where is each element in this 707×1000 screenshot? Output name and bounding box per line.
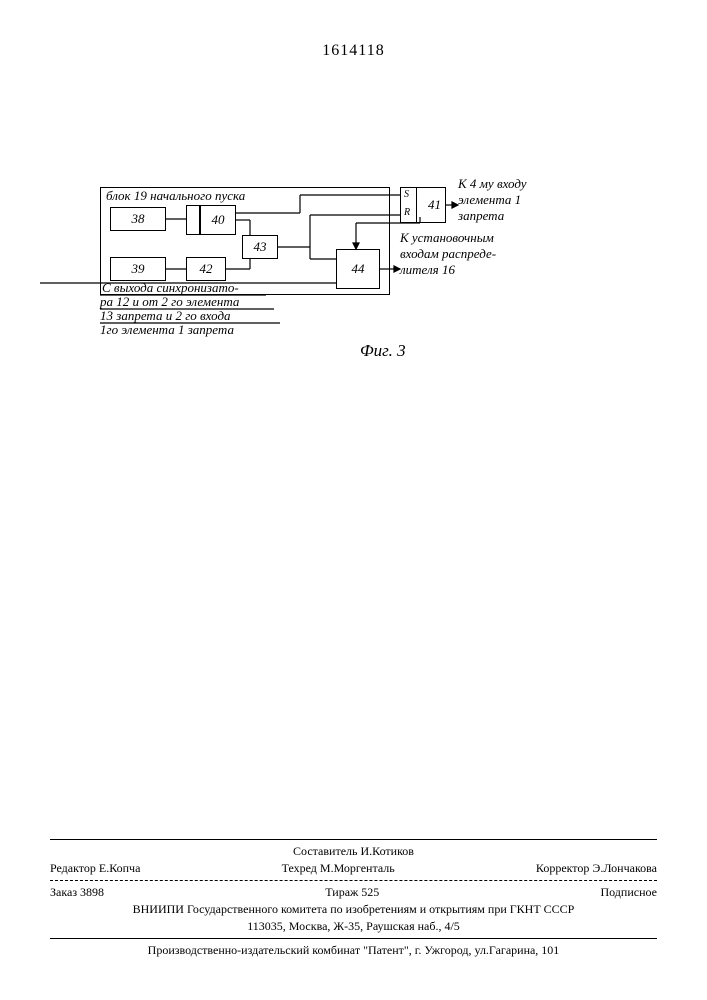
diagram: блок 19 начального пуска 38 39 40 42 43 … — [100, 175, 600, 355]
editor: Редактор Е.Копча — [50, 861, 140, 876]
order: Заказ 3898 — [50, 885, 104, 900]
footer-sep-1 — [50, 839, 657, 840]
footer-row-1: Редактор Е.Копча Техред М.Моргенталь Кор… — [50, 861, 657, 876]
sign: Подписное — [600, 885, 657, 900]
page: 1614118 блок 19 начального пуска 38 39 4… — [0, 0, 707, 1000]
figure-caption: Фиг. 3 — [360, 341, 406, 361]
footer-sep-2 — [50, 880, 657, 881]
tirazh: Тираж 525 — [325, 885, 379, 900]
techred: Техред М.Моргенталь — [282, 861, 395, 876]
patent-number: 1614118 — [0, 42, 707, 60]
wires — [100, 175, 600, 355]
printer: Производственно-издательский комбинат "П… — [50, 943, 657, 958]
compiler: Составитель И.Котиков — [50, 844, 657, 859]
org: ВНИИПИ Государственного комитета по изоб… — [50, 902, 657, 917]
corrector: Корректор Э.Лончакова — [536, 861, 657, 876]
footer-sep-3 — [50, 938, 657, 939]
address: 113035, Москва, Ж-35, Раушская наб., 4/5 — [50, 919, 657, 934]
footer: Составитель И.Котиков Редактор Е.Копча Т… — [50, 835, 657, 960]
footer-row-2: Заказ 3898 Тираж 525 Подписное — [50, 885, 657, 900]
